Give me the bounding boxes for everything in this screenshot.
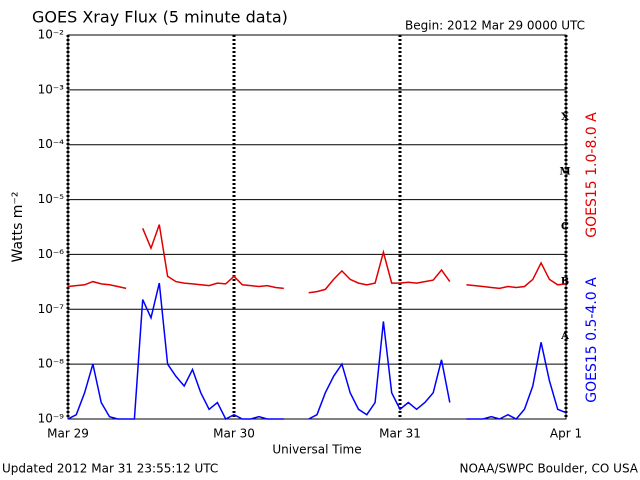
footer-left: Updated 2012 Mar 31 23:55:12 UTC	[2, 462, 218, 476]
flare-class-label: X	[561, 112, 569, 123]
chart-subtitle: Begin: 2012 Mar 29 0000 UTC	[405, 19, 585, 33]
flare-class-label: A	[560, 331, 569, 342]
y-tick-label: 10⁻⁶	[38, 247, 65, 261]
y-tick-label: 10⁻³	[38, 82, 65, 96]
y-tick-label: 10⁻⁴	[38, 137, 65, 151]
plot-frame	[67, 34, 567, 420]
flare-class-label: C	[561, 222, 569, 233]
x-tick-label: Apr 1	[550, 427, 582, 441]
y-tick-label: 10⁻⁵	[38, 192, 65, 206]
x-tick-label: Mar 29	[47, 427, 89, 441]
legend-entry: GOES15 1.0-8.0 A	[584, 112, 600, 238]
y-tick-label: 10⁻²	[38, 28, 65, 42]
footer-right: NOAA/SWPC Boulder, CO USA	[460, 462, 639, 476]
series-line	[67, 282, 567, 421]
chart-title: GOES Xray Flux (5 minute data)	[32, 8, 288, 27]
x-tick-label: Mar 31	[379, 427, 421, 441]
flare-class-label: B	[561, 276, 569, 287]
flare-class-label: M	[559, 167, 570, 178]
y-tick-label: 10⁻⁸	[38, 357, 65, 371]
x-tick-label: Mar 30	[213, 427, 255, 441]
series-line	[67, 224, 567, 294]
y-tick-label: 10⁻⁹	[38, 412, 65, 426]
x-axis-label: Universal Time	[272, 443, 361, 457]
y-tick-label: 10⁻⁷	[38, 302, 65, 316]
legend-entry: GOES15 0.5-4.0 A	[584, 277, 600, 403]
y-axis-label: Watts m⁻²	[10, 192, 26, 263]
